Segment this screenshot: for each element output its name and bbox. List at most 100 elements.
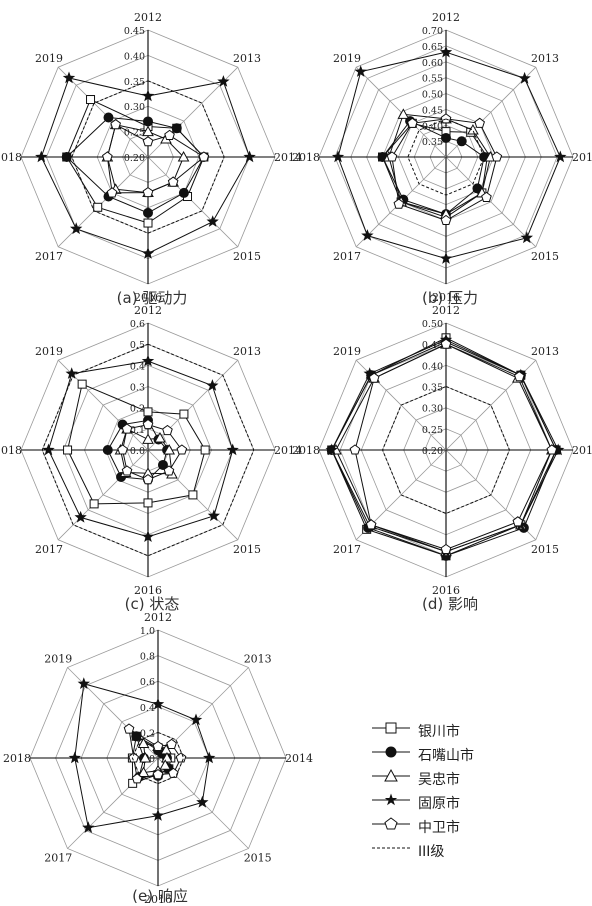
- tick-label: 0.30: [422, 404, 443, 415]
- marker-star: [196, 795, 209, 808]
- tick-label: 0.1: [130, 425, 145, 436]
- series-zhongwei: [102, 119, 210, 198]
- marker-pentagon: [142, 473, 154, 485]
- series-line: [407, 118, 485, 196]
- series-line: [337, 51, 561, 260]
- marker-pentagon: [481, 191, 492, 202]
- legend-triangle-marker: [372, 768, 410, 782]
- axis-label-2012: 2012: [432, 11, 460, 24]
- marker-pentagon: [121, 465, 133, 476]
- marker-star: [141, 530, 155, 542]
- tick-label: 0.65: [422, 42, 443, 53]
- marker-star: [189, 713, 203, 726]
- tick-label: 0.55: [422, 74, 443, 85]
- axis-label-2015: 2015: [233, 543, 261, 556]
- marker-star: [151, 697, 165, 710]
- axis-label-2019: 2019: [333, 345, 361, 358]
- marker-pentagon: [163, 465, 175, 476]
- tick-label: 0.6: [130, 319, 145, 330]
- marker-square: [179, 409, 189, 419]
- marker-pentagon: [162, 424, 173, 436]
- tick-label: 0.35: [422, 137, 443, 148]
- tick-label: 0.20: [124, 153, 145, 164]
- axis-label-2013: 2013: [233, 345, 261, 358]
- axis-label-2012: 2012: [144, 611, 172, 624]
- marker-pentagon: [407, 117, 418, 128]
- marker-pentagon: [117, 444, 128, 455]
- tick-label: 0.45: [124, 26, 145, 37]
- radar-panel-e: 0.00.20.40.60.81.02012201320142015201620…: [3, 611, 313, 906]
- legend-label: 吴忠市: [418, 772, 460, 788]
- marker-circle: [143, 116, 153, 127]
- marker-pentagon: [176, 444, 188, 455]
- legend-circle-marker: [372, 746, 410, 758]
- axis-label-2014: 2014: [572, 151, 592, 164]
- marker-pentagon: [368, 372, 380, 383]
- axis-label-2016: 2016: [134, 291, 162, 304]
- marker-star: [42, 443, 55, 456]
- marker-circle: [102, 445, 113, 455]
- tick-label: 1.0: [140, 626, 155, 637]
- tick-label: 0.40: [422, 121, 443, 132]
- series-yinchuan: [63, 379, 210, 509]
- tick-label: 0.50: [422, 319, 443, 330]
- axis-label-2013: 2013: [244, 652, 272, 665]
- marker-pentagon: [142, 418, 154, 430]
- series-level3: [71, 80, 225, 234]
- axis-label-2017: 2017: [35, 543, 63, 556]
- series-guyuan: [42, 354, 239, 542]
- marker-star: [361, 229, 374, 241]
- marker-circle: [441, 132, 451, 143]
- marker-square: [143, 407, 153, 417]
- marker-pentagon: [198, 151, 210, 162]
- axis-label-2012: 2012: [432, 304, 460, 317]
- marker-pentagon: [440, 113, 452, 124]
- marker-triangle: [163, 443, 176, 455]
- series-line: [41, 343, 255, 557]
- axis-label-2018: 2018: [0, 444, 22, 457]
- marker-pentagon: [166, 738, 177, 749]
- radar-panel-a: 0.20 0.25 0.30 0.35 0.40 0.45 2012 2013 2014 2015…: [0, 11, 302, 304]
- axis-spoke: [147, 156, 239, 248]
- marker-triangle: [154, 431, 166, 443]
- marker-star: [554, 150, 567, 163]
- marker-square: [143, 498, 153, 508]
- marker-circle: [143, 207, 153, 218]
- series-level3: [131, 731, 185, 785]
- tick-label: 0.40: [124, 51, 145, 62]
- axis-spoke: [355, 66, 447, 158]
- marker-circle: [61, 152, 72, 162]
- axis-label-2016: 2016: [432, 291, 460, 304]
- legend-dashed-line: [372, 847, 410, 849]
- marker-pentagon: [102, 151, 113, 162]
- tick-label: 0.20: [422, 446, 443, 457]
- axis-label-2015: 2015: [233, 250, 261, 263]
- marker-pentagon: [106, 187, 118, 198]
- marker-pentagon: [440, 338, 452, 349]
- marker-star: [217, 75, 230, 87]
- axis-label-2015: 2015: [531, 543, 559, 556]
- series-line: [71, 80, 225, 234]
- marker-square: [143, 218, 153, 228]
- axis-label-2018: 2018: [292, 444, 320, 457]
- axis-label-2019: 2019: [44, 652, 72, 665]
- axis-label-2013: 2013: [531, 52, 559, 65]
- marker-star: [203, 751, 216, 764]
- marker-square: [89, 499, 99, 509]
- tick-label: 0.60: [422, 58, 443, 69]
- marker-square: [86, 95, 96, 105]
- axis-label-2016: 2016: [134, 584, 162, 597]
- axis-label-2013: 2013: [531, 345, 559, 358]
- marker-pentagon: [474, 117, 485, 128]
- tick-label: 0.25: [124, 128, 145, 139]
- series-zhongwei: [349, 338, 558, 554]
- legend-label: 中卫市: [418, 820, 460, 836]
- series-zhongwei: [117, 418, 188, 485]
- marker-pentagon: [167, 176, 179, 187]
- tick-label: 0.40: [422, 361, 443, 372]
- tick-label: 0.4: [130, 361, 145, 372]
- marker-circle: [456, 136, 467, 147]
- marker-star: [65, 367, 78, 379]
- marker-pentagon: [152, 768, 164, 780]
